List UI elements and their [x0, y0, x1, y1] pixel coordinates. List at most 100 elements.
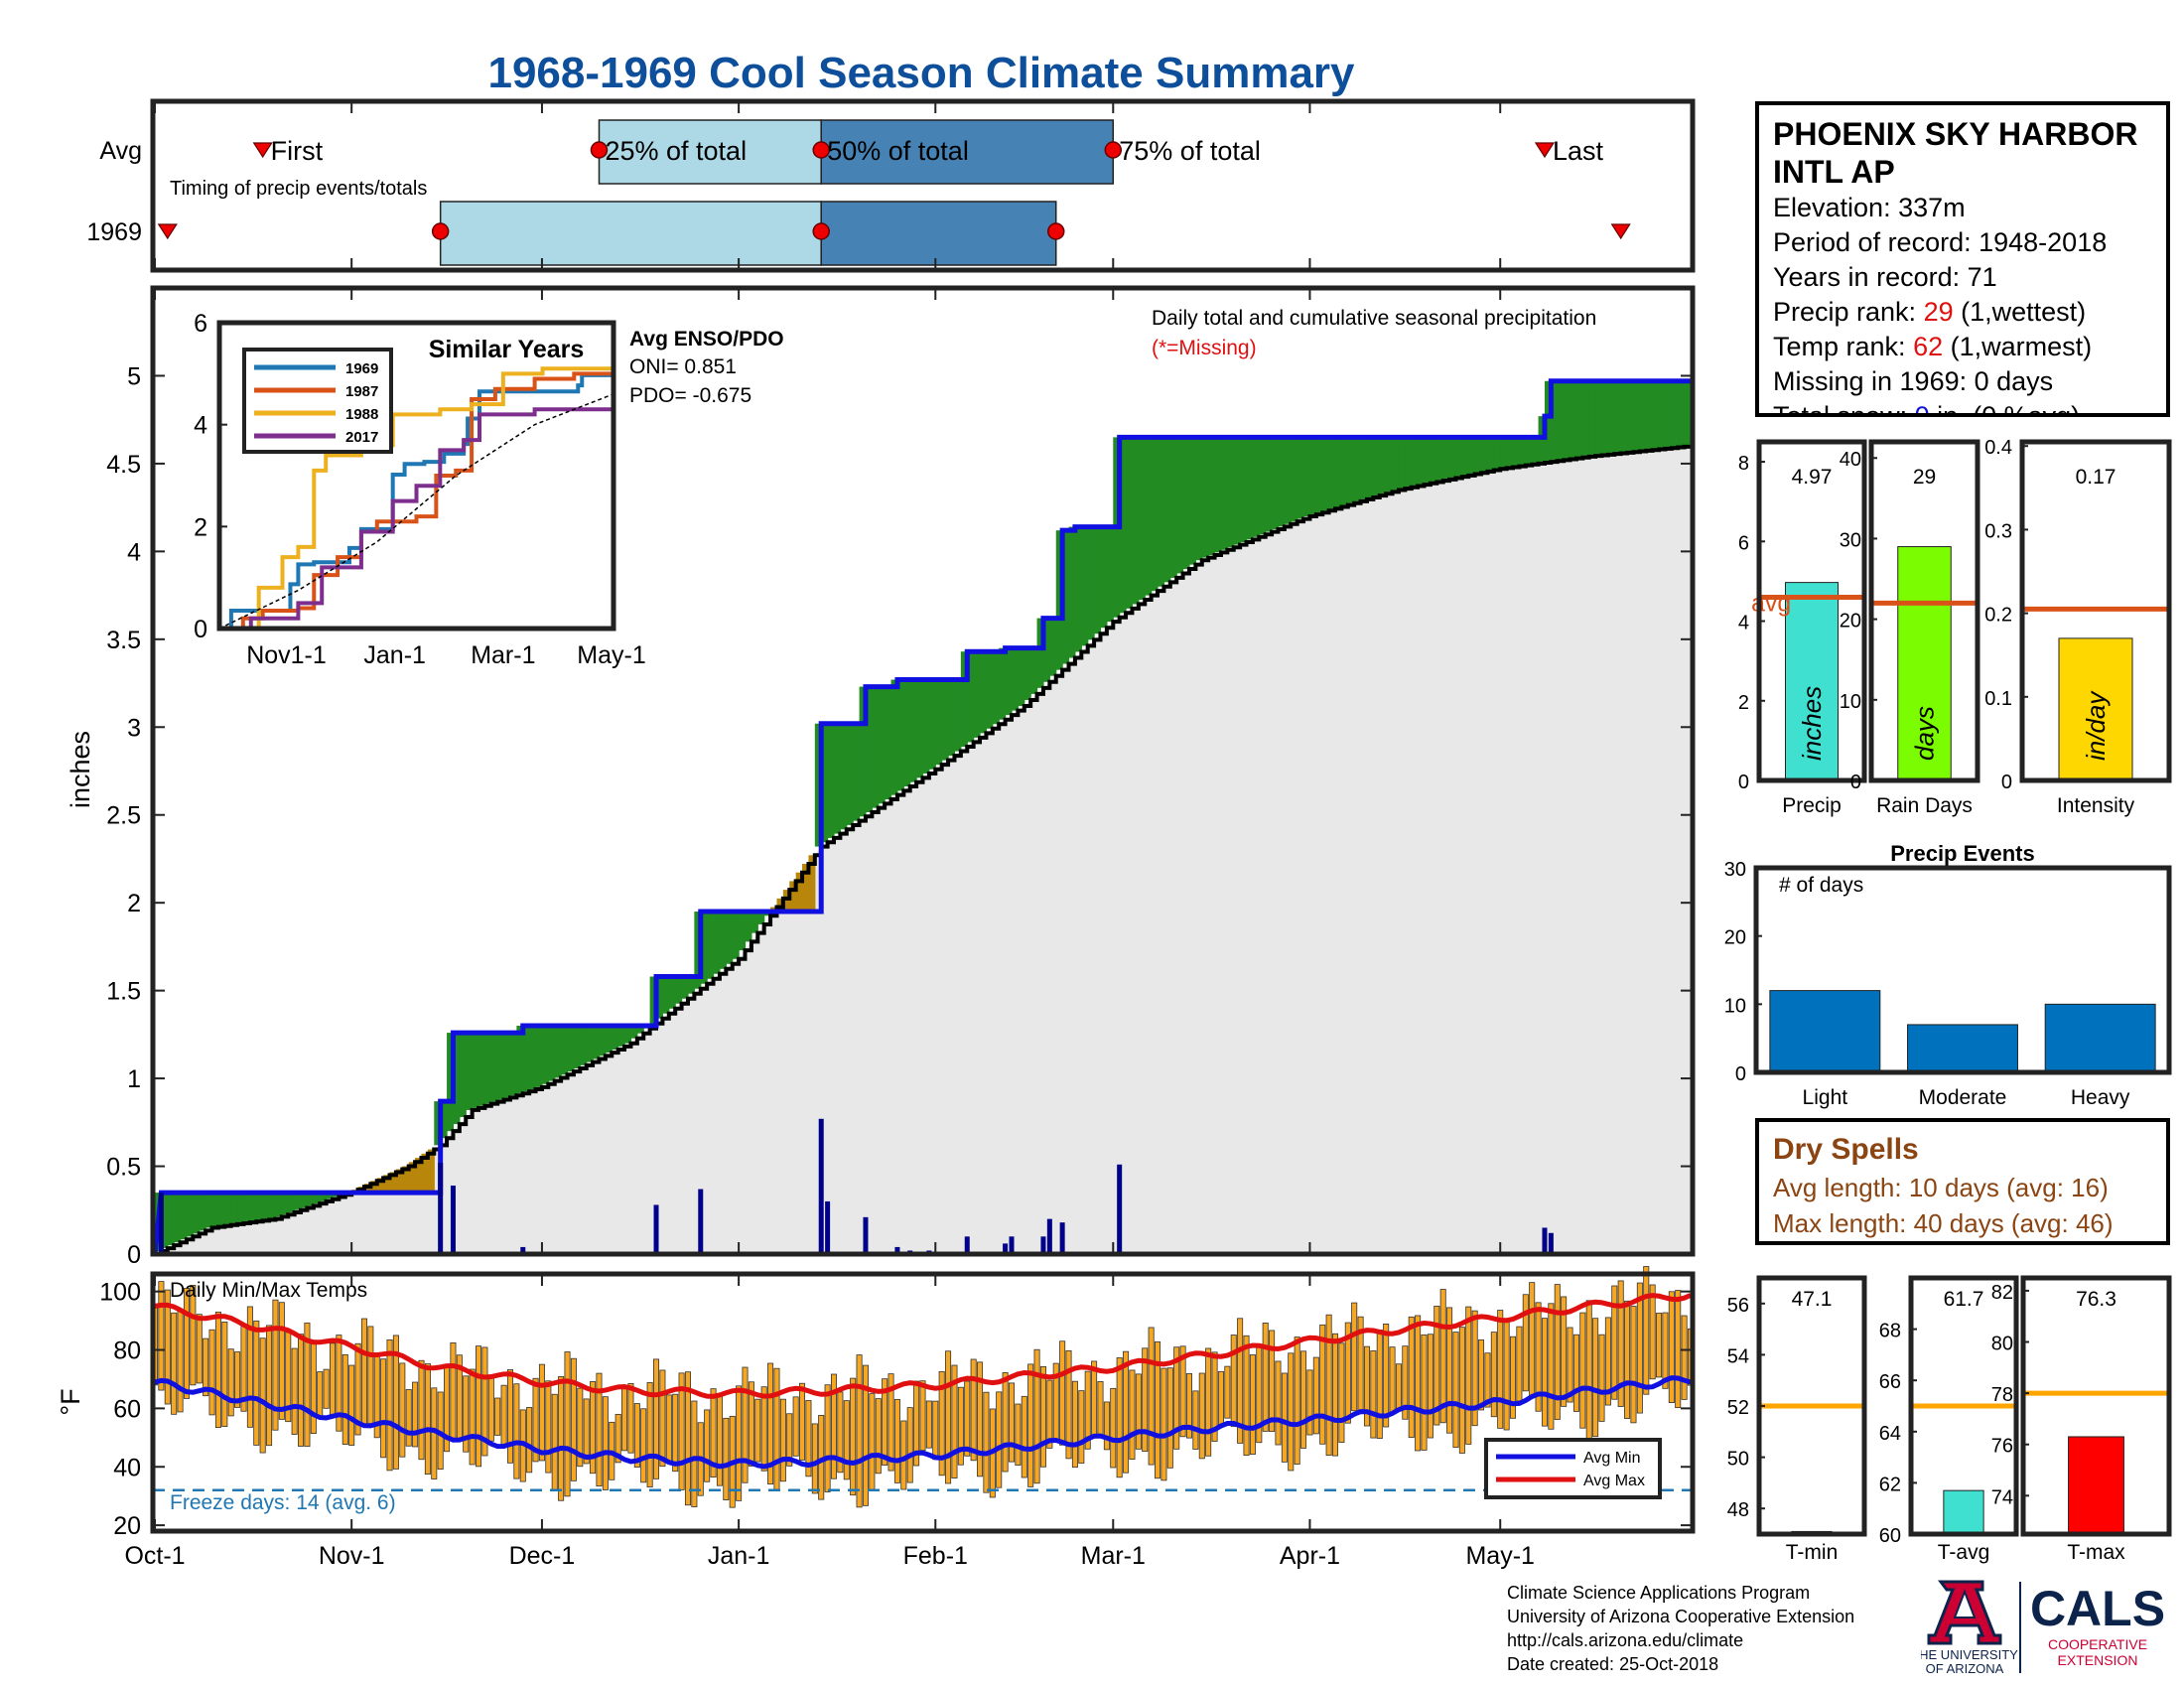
daily-temp-bar [1192, 1390, 1199, 1450]
wetter-band [1379, 437, 1387, 494]
daily-temp-bar [887, 1373, 894, 1472]
daily-temp-bar [925, 1400, 932, 1449]
precip-rank-value: 29 [1923, 297, 1954, 327]
daily-temp-bar [1008, 1382, 1016, 1463]
daily-temp-bar [748, 1381, 754, 1467]
panel-unit: inches [1797, 686, 1827, 761]
daily-temp-bar [227, 1348, 234, 1417]
cals-wordmark: CALS [2030, 1581, 2165, 1636]
panel-y-tick-label: 62 [1879, 1474, 1901, 1495]
wetter-band [586, 1026, 594, 1062]
wetter-band [1265, 437, 1273, 532]
daily-temp-bar [964, 1380, 971, 1457]
wetter-band [1607, 380, 1615, 455]
daily-temp-bar [805, 1400, 812, 1477]
enso-oni: ONI= 0.851 [629, 355, 737, 378]
station-name-line2: INTL AP [1773, 154, 1895, 190]
wetter-band [1392, 437, 1400, 491]
daily-temp-bar [1033, 1348, 1040, 1484]
logos: THE UNIVERSITY OF ARIZONA CALS COOPERATI… [1921, 1580, 2165, 1676]
timing-marker-p25 [590, 141, 609, 159]
wetter-band [1627, 380, 1635, 453]
avg-max-line [154, 1293, 1692, 1399]
missing-days: Missing in 1969: 0 days [1773, 366, 2054, 396]
wetter-band [992, 651, 1000, 725]
daily-temp-bar [678, 1372, 685, 1490]
wetter-band [612, 1026, 619, 1051]
wetter-band [1284, 437, 1292, 524]
daily-temp-bar [164, 1289, 171, 1405]
wetter-band [1068, 526, 1076, 658]
daily-temp-bar [919, 1380, 926, 1452]
wetter-band [211, 1193, 219, 1227]
daily-precip-bar [1009, 1236, 1015, 1254]
panel-y-tick-label: 82 [1991, 1282, 2013, 1304]
wetter-band [840, 723, 848, 830]
daily-temp-bar [513, 1383, 520, 1479]
daily-temp-bar [659, 1369, 666, 1468]
wetter-band [440, 1101, 448, 1139]
daily-temp-bar [1529, 1282, 1536, 1396]
wetter-band [1652, 380, 1660, 450]
panel-label: T-min [1786, 1541, 1839, 1564]
daily-temp-bar [1071, 1380, 1078, 1469]
daily-temp-bar [596, 1372, 603, 1487]
drier-band [370, 1181, 378, 1194]
daily-temp-bar [1604, 1317, 1611, 1406]
y-tick-label: 1 [127, 1065, 141, 1093]
wetter-band [700, 912, 708, 984]
wetter-band [1405, 437, 1413, 488]
timing-label-25: 25% of total [605, 136, 747, 166]
panel-y-tick-label: 48 [1727, 1499, 1749, 1521]
inset-x-tick-label: Nov1-1 [246, 641, 327, 669]
daily-temp-bar [1306, 1369, 1313, 1436]
events-bar [1907, 1024, 2018, 1073]
wetter-band [503, 1033, 511, 1098]
university-of-arizona-logo: THE UNIVERSITY OF ARIZONA [1921, 1580, 2018, 1676]
daily-temp-bar [1427, 1334, 1433, 1439]
daily-temp-bar [1217, 1370, 1224, 1426]
daily-precip-bar [964, 1236, 970, 1254]
daily-temp-bar [716, 1395, 723, 1486]
panel-label: T-max [2067, 1541, 2125, 1564]
wetter-band [656, 976, 664, 1019]
panel-y-tick-label: 4 [1738, 613, 1749, 634]
panel-frame [1868, 439, 1980, 783]
events-category-label: Light [1803, 1086, 1848, 1109]
drier-band [383, 1175, 391, 1194]
daily-temp-bar [360, 1318, 367, 1425]
dry-spells-max: Max length: 40 days (avg: 46) [1773, 1208, 2114, 1238]
drier-band [802, 863, 810, 913]
temp-ylabel: °F [56, 1388, 85, 1415]
panel-y-tick-label: 0.3 [1984, 520, 2012, 542]
daily-temp-bar [158, 1281, 165, 1391]
daily-temp-bar [221, 1321, 228, 1428]
wetter-band [935, 679, 943, 766]
panel-label: T-avg [1938, 1541, 1990, 1564]
years-in-record: Years in record: 71 [1773, 262, 1997, 292]
daily-precip-bar [1548, 1232, 1554, 1254]
wetter-band [522, 1026, 530, 1092]
daily-temp-bar [1185, 1373, 1192, 1439]
daily-temp-bar [469, 1368, 476, 1466]
wetter-band [1049, 618, 1057, 676]
wetter-band [617, 1026, 625, 1047]
daily-temp-bar [779, 1398, 786, 1482]
inset-line-avg [218, 393, 614, 630]
wetter-band [1411, 437, 1419, 487]
daily-temp-bar [1509, 1336, 1517, 1419]
wetter-band [1182, 437, 1190, 570]
daily-precip-bar [158, 1193, 164, 1254]
daily-temp-bar [811, 1423, 818, 1494]
temp-rank: Temp rank: 62 (1,warmest) [1773, 332, 2093, 361]
wetter-band [1532, 437, 1540, 464]
panel-value: 76.3 [2076, 1288, 2116, 1311]
wetter-band [687, 976, 695, 994]
daily-temp-bar [996, 1391, 1003, 1488]
wetter-band [1081, 526, 1089, 646]
daily-temp-bar [1421, 1334, 1428, 1451]
daily-temp-bar [1123, 1350, 1130, 1474]
wetter-band [980, 651, 988, 734]
daily-temp-bar [386, 1338, 393, 1472]
wetter-band [1278, 437, 1286, 527]
